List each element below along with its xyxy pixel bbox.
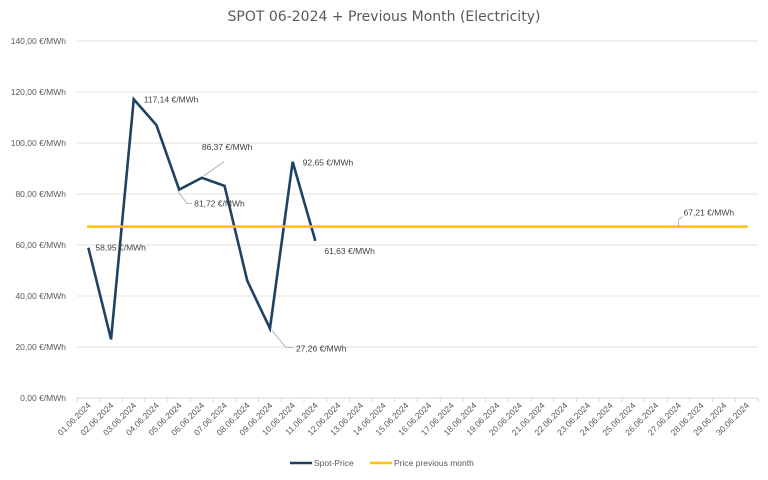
x-axis-tick-labels: 01.06.202402.06.202403.06.202404.06.2024… [56, 400, 752, 437]
y-axis-tick-labels: 0,00 €/MWh 20,00 €/MWh 40,00 €/MWh 60,00 €/… [11, 36, 67, 403]
data-label: 81,72 €/MWh [194, 199, 245, 209]
y-tick-label: 20,00 €/MWh [15, 342, 66, 352]
legend: Spot-Price Price previous month [290, 458, 474, 468]
data-labels: 58,95 €/MWh 117,14 €/MWh 81,72 €/MWh 86,37 … [95, 94, 734, 353]
series-lines [87, 96, 748, 340]
data-label: 27,26 €/MWh [296, 343, 347, 353]
data-label-leader [177, 191, 193, 205]
data-label-leader [203, 161, 225, 177]
y-tick-label: 40,00 €/MWh [15, 291, 66, 301]
legend-label: Spot-Price [314, 458, 354, 468]
data-label: 67,21 €/MWh [684, 208, 735, 218]
y-tick-label: 120,00 €/MWh [11, 87, 67, 97]
y-tick-label: 140,00 €/MWh [11, 36, 67, 46]
y-tick-label: 60,00 €/MWh [15, 240, 66, 250]
chart-title: SPOT 06-2024 + Previous Month (Electrici… [227, 9, 541, 25]
y-tick-label: 0,00 €/MWh [20, 393, 66, 403]
data-label: 117,14 €/MWh [144, 94, 199, 104]
data-label-leader [271, 330, 293, 348]
data-label: 92,65 €/MWh [303, 158, 354, 168]
legend-label: Price previous month [394, 458, 474, 468]
y-tick-label: 100,00 €/MWh [11, 138, 67, 148]
x-axis [76, 397, 759, 402]
data-label: 61,63 €/MWh [324, 246, 375, 256]
data-label-leader [678, 216, 683, 227]
series-line-spot-price [87, 96, 317, 340]
data-label: 86,37 €/MWh [202, 142, 253, 152]
y-tick-label: 80,00 €/MWh [15, 189, 66, 199]
data-label: 58,95 €/MWh [95, 243, 146, 253]
